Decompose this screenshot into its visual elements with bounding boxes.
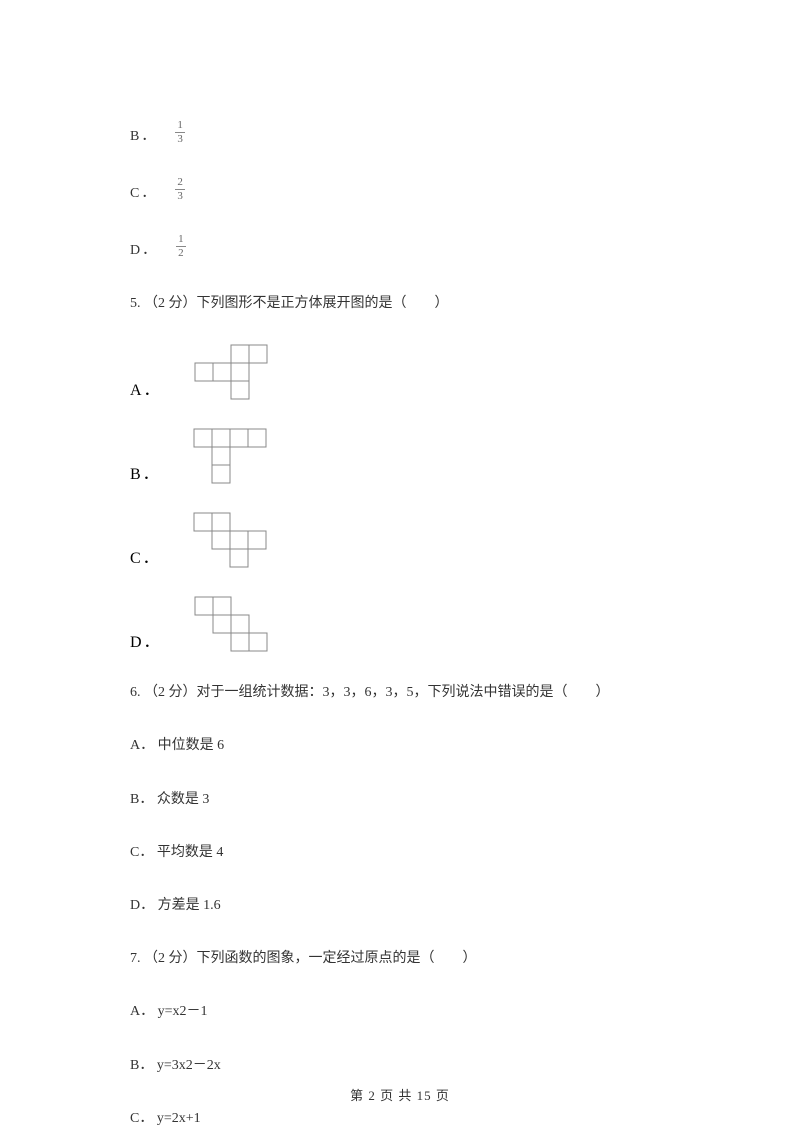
option-d-fraction: D． 1 2	[130, 234, 670, 261]
page-footer: 第 2 页 共 15 页	[0, 1085, 800, 1104]
question-5-text: 5. （2 分）下列图形不是正方体展开图的是（ ）	[130, 291, 670, 316]
option-label: D．	[130, 628, 162, 652]
option-c-fraction: C． 2 3	[130, 177, 670, 204]
q6-option-d: D． 方差是 1.6	[130, 893, 670, 918]
fraction-display: 2 3	[175, 177, 185, 202]
q6-option-c: C． 平均数是 4	[130, 840, 670, 865]
cube-net-icon	[193, 428, 267, 484]
q6-option-b: B． 众数是 3	[130, 787, 670, 812]
option-label: C．	[130, 183, 157, 204]
cube-net-icon	[194, 596, 268, 652]
q6-option-a: A． 中位数是 6	[130, 733, 670, 758]
option-label: B．	[130, 126, 157, 147]
question-7-text: 7. （2 分）下列函数的图象，一定经过原点的是（ ）	[130, 946, 670, 971]
option-label: B．	[130, 460, 161, 484]
question-6-text: 6. （2 分）对于一组统计数据：3，3，6，3，5，下列说法中错误的是（ ）	[130, 680, 670, 705]
fraction-display: 1 3	[175, 120, 185, 145]
cube-net-icon	[193, 512, 267, 568]
q5-option-b: B．	[130, 428, 670, 484]
q5-option-a: A．	[130, 344, 670, 400]
q7-option-b: B． y=3x2－2x	[130, 1053, 670, 1078]
q5-option-d: D．	[130, 596, 670, 652]
option-b-fraction: B． 1 3	[130, 120, 670, 147]
cube-net-icon	[194, 344, 268, 400]
fraction-display: 1 2	[176, 234, 186, 259]
q5-option-c: C．	[130, 512, 670, 568]
q7-option-c: C． y=2x+1	[130, 1106, 670, 1131]
option-label: D．	[130, 240, 158, 261]
option-label: A．	[130, 376, 162, 400]
option-label: C．	[130, 544, 161, 568]
q7-option-a: A． y=x2－1	[130, 999, 670, 1024]
